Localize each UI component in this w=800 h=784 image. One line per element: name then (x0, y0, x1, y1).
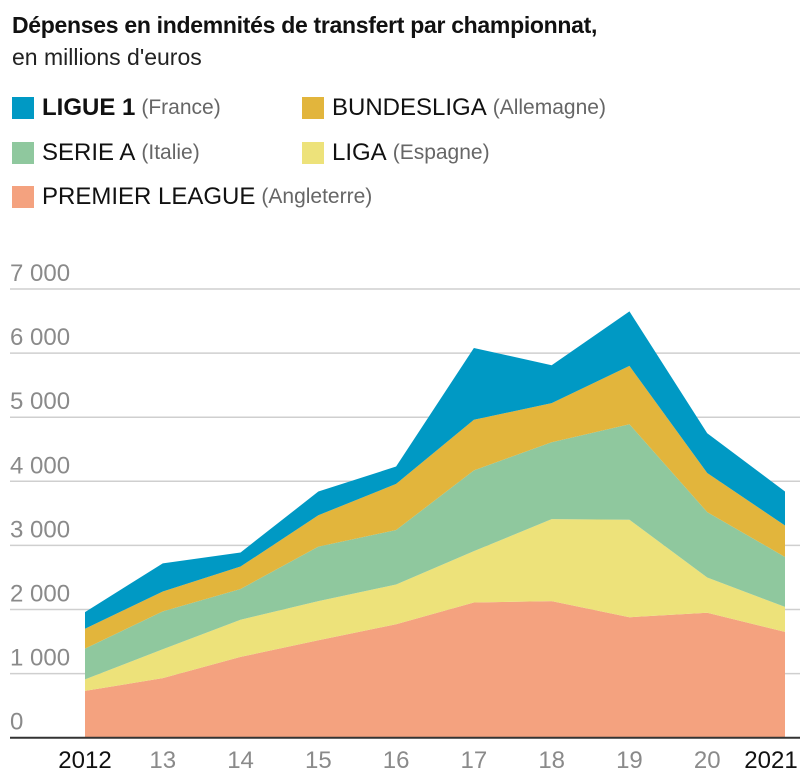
area-premier-league (85, 601, 785, 738)
legend-swatch (302, 97, 324, 119)
legend-country: (Espagne) (392, 141, 490, 164)
x-tick-label: 13 (149, 747, 176, 774)
legend-label: LIGA (332, 139, 387, 166)
legend-swatch (12, 142, 34, 164)
x-tick-label: 20 (694, 747, 721, 774)
x-tick-label: 19 (616, 747, 643, 774)
x-tick-label: 18 (538, 747, 565, 774)
legend-ligue1: LIGUE 1 (France) (12, 94, 221, 122)
chart-title: Dépenses en indemnités de transfert par … (12, 12, 598, 38)
y-tick-label: 4 000 (10, 452, 70, 479)
y-tick-label: 6 000 (10, 324, 70, 351)
x-tick-label: 2012 (58, 747, 111, 774)
legend-country: (France) (141, 96, 221, 119)
legend-swatch (302, 142, 324, 164)
legend-liga: LIGA (Espagne) (302, 139, 490, 167)
x-tick-label: 15 (305, 747, 332, 774)
legend-label: LIGUE 1 (42, 94, 136, 121)
legend-premier-league: PREMIER LEAGUE (Angleterre) (12, 183, 372, 211)
y-tick-label: 3 000 (10, 516, 70, 543)
legend-country: (Italie) (141, 141, 200, 164)
chart-subtitle: en millions d'euros (12, 44, 202, 70)
x-tick-label: 2021 (744, 747, 797, 774)
area-serie-a (85, 424, 785, 680)
legend-swatch (12, 186, 34, 208)
x-tick-label: 14 (227, 747, 254, 774)
legend-label: PREMIER LEAGUE (42, 183, 256, 210)
legend-swatch (12, 97, 34, 119)
x-tick-label: 16 (383, 747, 410, 774)
legend-label: SERIE A (42, 139, 136, 166)
legend-country: (Angleterre) (261, 185, 373, 208)
legend-bundesliga: BUNDESLIGA (Allemagne) (302, 94, 606, 122)
y-tick-label: 1 000 (10, 645, 70, 672)
y-tick-label: 0 (10, 709, 23, 736)
legend-country: (Allemagne) (492, 96, 606, 119)
area-bundesliga (85, 365, 785, 649)
area-liga (85, 519, 785, 691)
y-tick-label: 7 000 (10, 260, 70, 287)
y-tick-label: 5 000 (10, 388, 70, 415)
legend-label: BUNDESLIGA (332, 94, 487, 121)
x-tick-label: 17 (461, 747, 488, 774)
legend-serie-a: SERIE A (Italie) (12, 139, 200, 167)
area-ligue-1 (85, 311, 785, 629)
y-tick-label: 2 000 (10, 581, 70, 608)
